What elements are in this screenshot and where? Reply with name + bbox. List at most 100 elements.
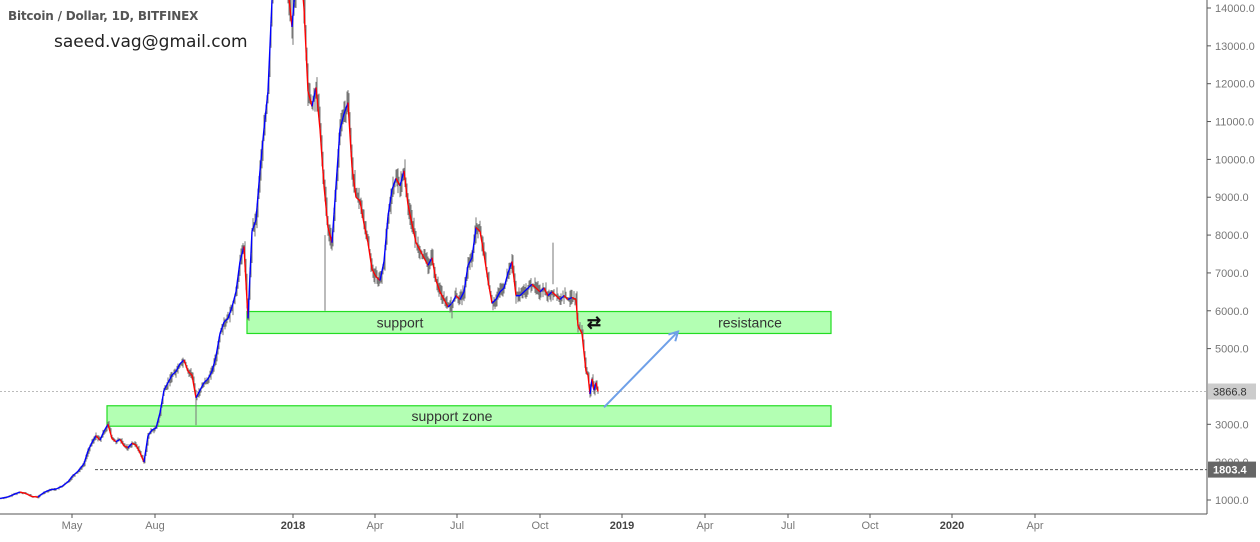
price-segment [381, 271, 382, 276]
price-segment [473, 243, 474, 251]
price-segment [454, 298, 455, 300]
x-tick-label: May [62, 520, 83, 532]
price-segment [43, 492, 44, 493]
price-segment [361, 207, 362, 213]
price-segment [309, 95, 310, 99]
price-segment [209, 375, 210, 377]
price-segment [76, 472, 77, 473]
price-segment [436, 280, 437, 283]
price-segment [556, 296, 557, 297]
price-segment [239, 262, 240, 270]
price-segment [118, 440, 119, 441]
price-segment [423, 256, 424, 258]
price-segment [508, 270, 509, 273]
price-segment [369, 249, 370, 256]
price-segment [323, 172, 324, 186]
price-segment [366, 233, 367, 238]
price-segment [256, 208, 257, 220]
price-segment [417, 245, 418, 247]
price-segment [129, 446, 130, 447]
price-segment [317, 98, 318, 108]
price-segment [470, 260, 471, 262]
y-tick-label: 8000.0 [1215, 230, 1249, 242]
price-segment [504, 284, 505, 288]
price-segment [75, 473, 76, 474]
price-segment [246, 282, 247, 300]
projection-arrow-line[interactable] [604, 332, 678, 408]
y-tick-label: 6000.0 [1215, 306, 1249, 318]
price-segment [68, 481, 69, 482]
price-segment [180, 363, 181, 364]
x-tick-label: Apr [1026, 520, 1043, 532]
price-segment [212, 368, 213, 372]
x-tick-label: 2020 [940, 520, 964, 532]
price-segment [416, 243, 417, 245]
price-segment [220, 331, 221, 334]
price-segment [415, 238, 416, 243]
price-segment [549, 294, 550, 295]
price-segment [39, 495, 40, 496]
price-segment [521, 294, 522, 295]
price-segment [304, 8, 305, 29]
price-segment [303, 0, 304, 8]
price-segment [269, 46, 270, 69]
price-segment [477, 228, 478, 229]
price-segment [344, 111, 345, 114]
price-segment [208, 377, 209, 379]
price-segment [510, 264, 511, 267]
price-segment [92, 441, 93, 443]
price-segment [316, 87, 317, 97]
price-segment [194, 386, 195, 392]
price-segment [178, 366, 179, 368]
price-segment [462, 294, 463, 296]
price-segment [586, 371, 587, 373]
price-segment [248, 297, 249, 319]
price-segment [418, 246, 419, 248]
x-tick-label: 2019 [610, 520, 634, 532]
price-segment [306, 50, 307, 71]
price-segment [227, 318, 228, 319]
price-segment [341, 122, 342, 126]
price-segment [348, 103, 349, 119]
price-segment [506, 277, 507, 281]
price-segment [263, 129, 264, 139]
price-segment [468, 263, 469, 265]
price-segment [184, 360, 185, 363]
price-segment [113, 439, 114, 440]
price-segment [166, 385, 167, 387]
price-segment [360, 201, 361, 207]
last-price-badge: 3866.8 [1213, 387, 1247, 399]
price-segment [432, 258, 433, 264]
y-tick-label: 13000.0 [1215, 41, 1255, 53]
price-segment [481, 237, 482, 243]
price-segment [310, 99, 311, 103]
price-segment [433, 263, 434, 269]
price-segment [500, 291, 501, 292]
price-segment [233, 299, 234, 303]
price-segment [241, 254, 242, 258]
price-segment [89, 447, 90, 449]
price-segment [201, 386, 202, 388]
price-segment [130, 444, 131, 445]
price-segment [583, 343, 584, 352]
price-segment [228, 316, 229, 319]
price-segment [249, 275, 250, 297]
price-segment [338, 143, 339, 157]
price-segment [579, 328, 580, 330]
price-segment [329, 231, 330, 235]
price-segment [112, 439, 113, 440]
price-segment [527, 288, 528, 289]
price-segment [170, 377, 171, 379]
price-segment [385, 239, 386, 250]
price-segment [213, 364, 214, 368]
price-segment [88, 449, 89, 451]
author-watermark: saeed.vag@gmail.com [54, 32, 248, 52]
price-segment [353, 175, 354, 183]
price-segment [406, 188, 407, 197]
price-segment [483, 248, 484, 254]
y-tick-label: 14000.0 [1215, 3, 1255, 15]
price-segment [438, 286, 439, 289]
price-segment [394, 181, 395, 184]
